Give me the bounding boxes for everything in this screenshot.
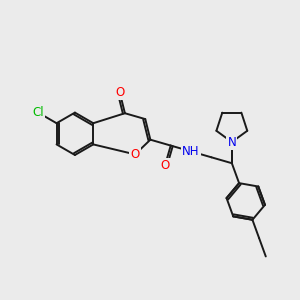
Text: NH: NH	[182, 145, 200, 158]
Text: O: O	[115, 86, 124, 99]
Text: O: O	[130, 148, 140, 161]
Text: N: N	[227, 136, 236, 148]
Text: O: O	[160, 159, 170, 172]
Text: Cl: Cl	[32, 106, 44, 119]
